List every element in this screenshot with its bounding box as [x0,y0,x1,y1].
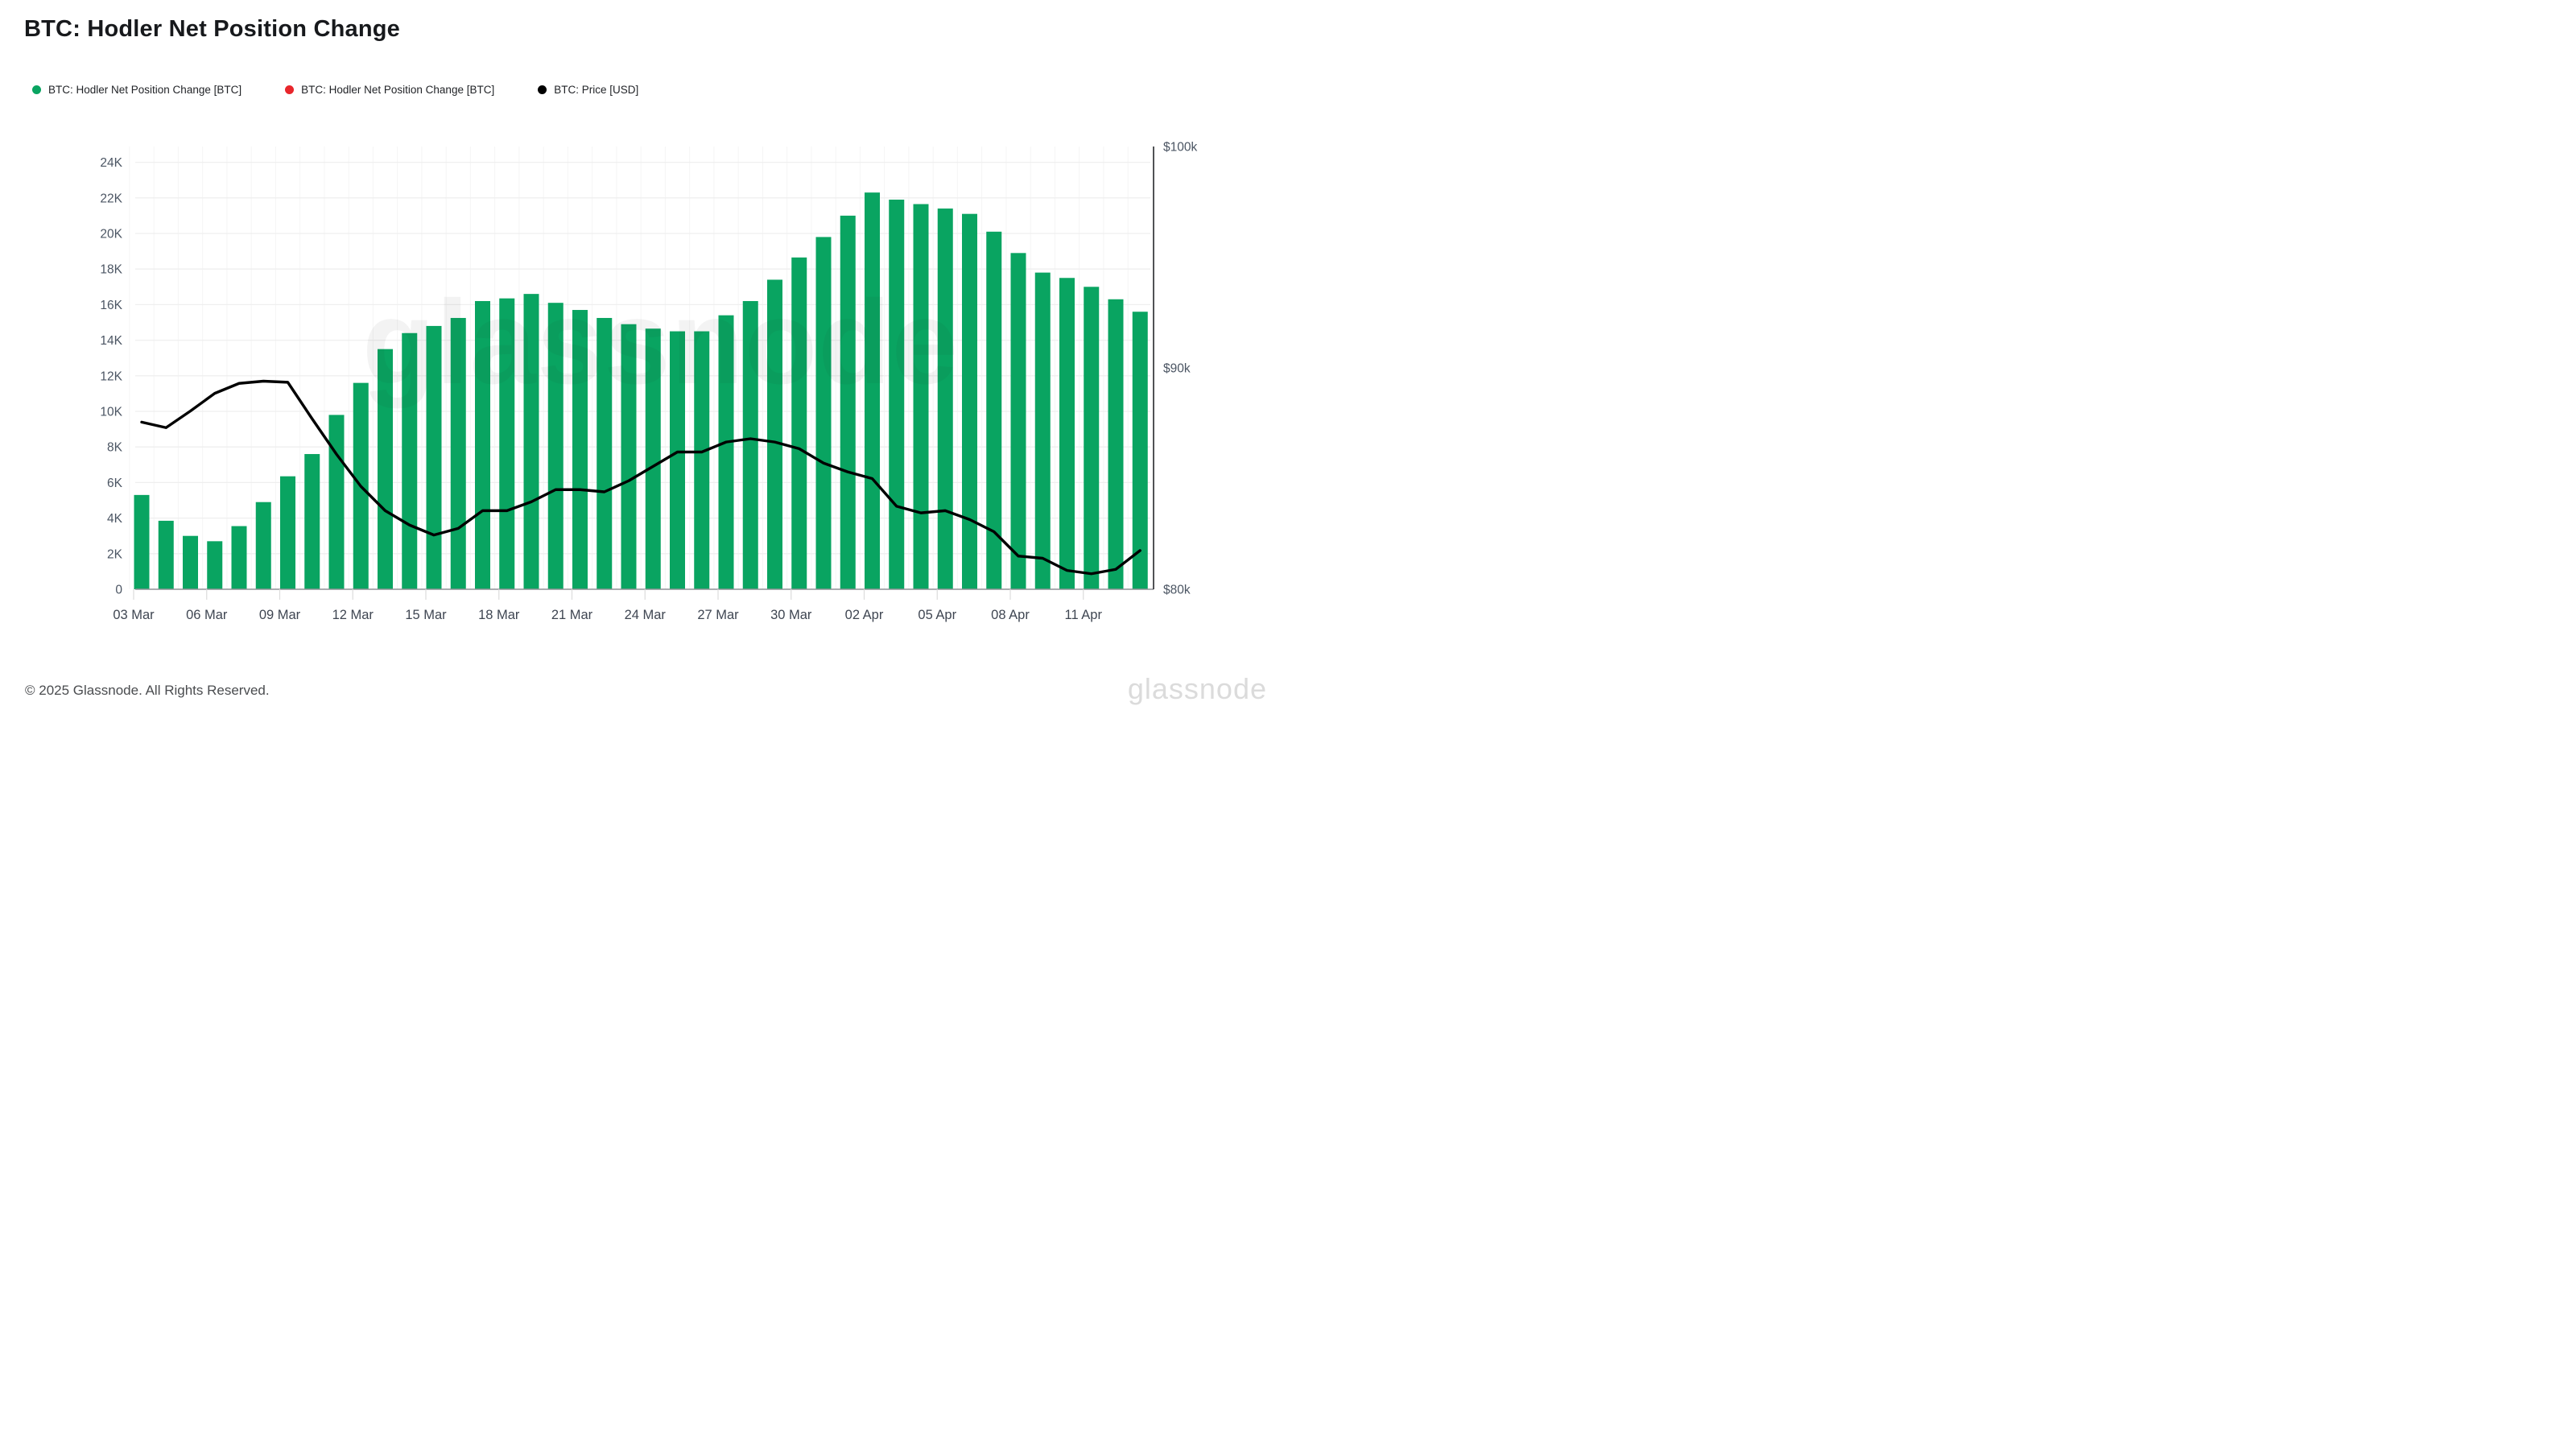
hodler-net-position-bar [231,526,247,589]
hodler-net-position-bar [913,204,929,589]
left-axis-label: 4K [107,512,123,526]
legend-label: BTC: Hodler Net Position Change [BTC] [48,84,242,96]
x-axis-label: 18 Mar [478,608,520,622]
hodler-net-position-bar [694,331,710,589]
hodler-net-position-bar [1059,278,1075,589]
hodler-net-position-bar [328,415,345,589]
hodler-net-position-bar [426,325,442,589]
left-axis-label: 2K [107,547,123,561]
legend: BTC: Hodler Net Position Change [BTC] BT… [32,84,682,96]
hodler-net-position-bar [645,328,661,589]
x-axis-label: 05 Apr [918,608,956,622]
left-axis-label: 8K [107,441,123,455]
hodler-net-position-bar [304,454,320,589]
btc-price-line [140,379,1141,576]
x-axis-label: 27 Mar [697,608,739,622]
hodler-net-position-bar [572,310,588,589]
left-axis-label: 20K [100,228,122,242]
hodler-net-position-bar [134,494,150,589]
right-axis-label: $100k [1163,141,1197,155]
chart-plot-area: 03 Mar 06 Mar 09 Mar 12 Mar 15 Mar 18 Mar 21 M… [0,0,1288,724]
hodler-net-position-bar [402,332,418,589]
page-root: BTC: Hodler Net Position Change BTC: Hod… [0,0,1288,724]
glassnode-wordmark-logo: glassnode [1127,672,1267,705]
hodler-net-position-bar [280,476,295,589]
legend-item-hodler-net-position-red[interactable]: BTC: Hodler Net Position Change [BTC] [285,84,494,96]
x-axis-label: 03 Mar [113,608,155,622]
hodler-net-position-bar [378,349,393,589]
hodler-net-position-bar [865,192,880,590]
hodler-net-position-bar [840,215,856,589]
left-axis-label: 6K [107,477,123,490]
hodler-net-position-bar [937,208,953,589]
hodler-net-position-bar [815,237,832,589]
hodler-net-position-bar [475,300,490,589]
hodler-net-position-bar [767,279,782,589]
copyright-text: © 2025 Glassnode. All Rights Reserved. [25,683,270,698]
chart-title: BTC: Hodler Net Position Change [24,16,400,42]
x-axis-label: 08 Apr [991,608,1030,622]
legend-item-btc-price[interactable]: BTC: Price [USD] [538,84,638,96]
left-axis-label: 18K [100,263,122,277]
legend-item-hodler-net-position-green[interactable]: BTC: Hodler Net Position Change [BTC] [32,84,242,96]
hodler-net-position-bar [1010,253,1026,589]
hodler-net-position-bar [499,298,515,589]
hodler-net-position-bar [962,213,977,589]
hodler-net-position-bar [183,535,198,589]
left-axis-label: 14K [100,334,122,348]
hodler-net-position-bar [1084,287,1100,589]
legend-black-dot-icon [538,85,547,94]
hodler-net-position-bar [986,231,1002,589]
right-axis-label: $90k [1163,362,1191,376]
x-axis-label: 15 Mar [405,608,447,622]
hodler-net-position-bar [597,317,613,589]
left-axis-label: 24K [100,156,122,170]
x-axis-label: 09 Mar [259,608,301,622]
hodler-net-position-bar [523,294,539,589]
legend-red-dot-icon [285,85,295,94]
x-axis-label: 30 Mar [770,608,812,622]
hodler-net-position-bar [889,200,905,589]
x-axis-label: 21 Mar [551,608,593,622]
legend-green-dot-icon [32,85,41,94]
x-axis-label: 02 Apr [845,608,884,622]
hodler-net-position-bar [621,324,637,589]
hodler-net-position-bar [207,541,223,589]
left-axis-label: 10K [100,406,122,419]
hodler-net-position-bar [547,303,564,589]
hodler-net-position-bar [450,317,466,589]
hodler-net-position-bar [158,520,174,589]
legend-label: BTC: Price [USD] [554,84,639,96]
hodler-net-position-bar [718,315,734,589]
right-axis-label: $80k [1163,584,1191,597]
left-axis-label: 16K [100,299,122,312]
left-axis-label: 22K [100,192,122,205]
left-axis-label: 12K [100,369,122,383]
chart-svg: 03 Mar 06 Mar 09 Mar 12 Mar 15 Mar 18 Mar 21 M… [100,141,1197,623]
hodler-net-position-bar [791,257,807,589]
hodler-net-position-bar [670,331,685,589]
hodler-net-position-bar [742,300,758,589]
x-axis-label: 12 Mar [332,608,374,622]
hodler-net-position-bar [1034,272,1051,589]
left-axis-label: 0 [115,584,122,597]
hodler-net-position-bar [1108,299,1124,589]
x-axis-label: 06 Mar [186,608,228,622]
x-axis-label: 11 Apr [1065,608,1103,622]
hodler-net-position-bar [1132,312,1148,589]
legend-label: BTC: Hodler Net Position Change [BTC] [301,84,495,96]
hodler-net-position-bar [255,502,271,589]
x-axis-label: 24 Mar [625,608,667,622]
